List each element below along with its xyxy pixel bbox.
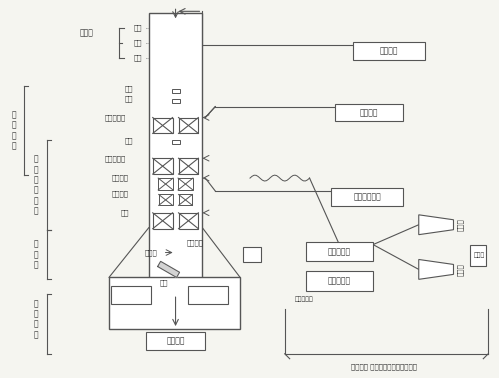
Text: 消象散器电源: 消象散器电源 bbox=[353, 192, 381, 201]
Text: 光电信增管: 光电信增管 bbox=[295, 296, 314, 302]
Bar bbox=[149, 13, 203, 296]
Polygon shape bbox=[419, 215, 454, 235]
Text: 消象散器: 消象散器 bbox=[112, 175, 129, 181]
Bar bbox=[179, 118, 199, 133]
Text: 信号检测 放大显示系统及电源系统: 信号检测 放大显示系统及电源系统 bbox=[351, 363, 417, 370]
Polygon shape bbox=[158, 261, 180, 277]
Bar bbox=[111, 286, 151, 304]
Text: 第二聚光镜: 第二聚光镜 bbox=[105, 155, 126, 161]
Bar bbox=[178, 178, 193, 190]
Text: 试样: 试样 bbox=[159, 279, 168, 286]
Bar bbox=[179, 194, 193, 205]
Bar bbox=[153, 213, 173, 229]
Text: 真
空
系
统: 真 空 系 统 bbox=[33, 299, 38, 339]
Text: 视频放大器: 视频放大器 bbox=[328, 277, 351, 286]
Bar bbox=[335, 104, 403, 121]
Text: 真空系统: 真空系统 bbox=[166, 336, 185, 345]
Text: 扫描线圈: 扫描线圈 bbox=[112, 191, 129, 197]
Text: 显象管: 显象管 bbox=[457, 263, 464, 276]
Bar bbox=[189, 286, 228, 304]
Bar bbox=[179, 213, 199, 229]
Text: 物镜: 物镜 bbox=[120, 209, 129, 216]
Text: 显象管: 显象管 bbox=[457, 218, 464, 231]
Bar bbox=[305, 271, 373, 291]
Bar bbox=[172, 99, 180, 103]
Bar bbox=[153, 158, 173, 174]
Text: 光阑: 光阑 bbox=[124, 85, 133, 92]
Text: 照相机: 照相机 bbox=[474, 253, 485, 258]
Text: 物镜光阑: 物镜光阑 bbox=[187, 239, 204, 246]
Bar bbox=[158, 178, 173, 190]
Text: 样
品
室: 样 品 室 bbox=[33, 240, 38, 270]
Bar bbox=[146, 332, 205, 350]
Bar bbox=[172, 89, 180, 93]
Bar bbox=[179, 158, 199, 174]
Text: 第一聚光镜: 第一聚光镜 bbox=[105, 114, 126, 121]
Text: 照
明
系
统: 照 明 系 统 bbox=[11, 110, 16, 150]
Text: 电子枪: 电子枪 bbox=[79, 29, 93, 38]
Bar bbox=[153, 118, 173, 133]
Bar bbox=[331, 188, 403, 206]
Bar bbox=[353, 42, 425, 60]
Text: 阳极: 阳极 bbox=[134, 55, 142, 61]
Text: 光阑: 光阑 bbox=[124, 95, 133, 102]
Text: 阴极: 阴极 bbox=[134, 25, 142, 31]
Polygon shape bbox=[419, 259, 454, 279]
Text: 扫描发生器: 扫描发生器 bbox=[328, 247, 351, 256]
Bar bbox=[243, 246, 261, 262]
Bar bbox=[305, 242, 373, 262]
Text: 栅极: 栅极 bbox=[134, 40, 142, 46]
Text: 透镜电源: 透镜电源 bbox=[360, 108, 378, 117]
Bar bbox=[471, 245, 486, 266]
Text: 电子束: 电子束 bbox=[144, 249, 157, 256]
Bar bbox=[172, 140, 180, 144]
Text: 光阑: 光阑 bbox=[124, 137, 133, 144]
Bar bbox=[159, 194, 173, 205]
Text: 高压电源: 高压电源 bbox=[380, 46, 398, 56]
Bar bbox=[109, 277, 240, 329]
Text: 电
子
光
学
系
统: 电 子 光 学 系 统 bbox=[33, 155, 38, 215]
